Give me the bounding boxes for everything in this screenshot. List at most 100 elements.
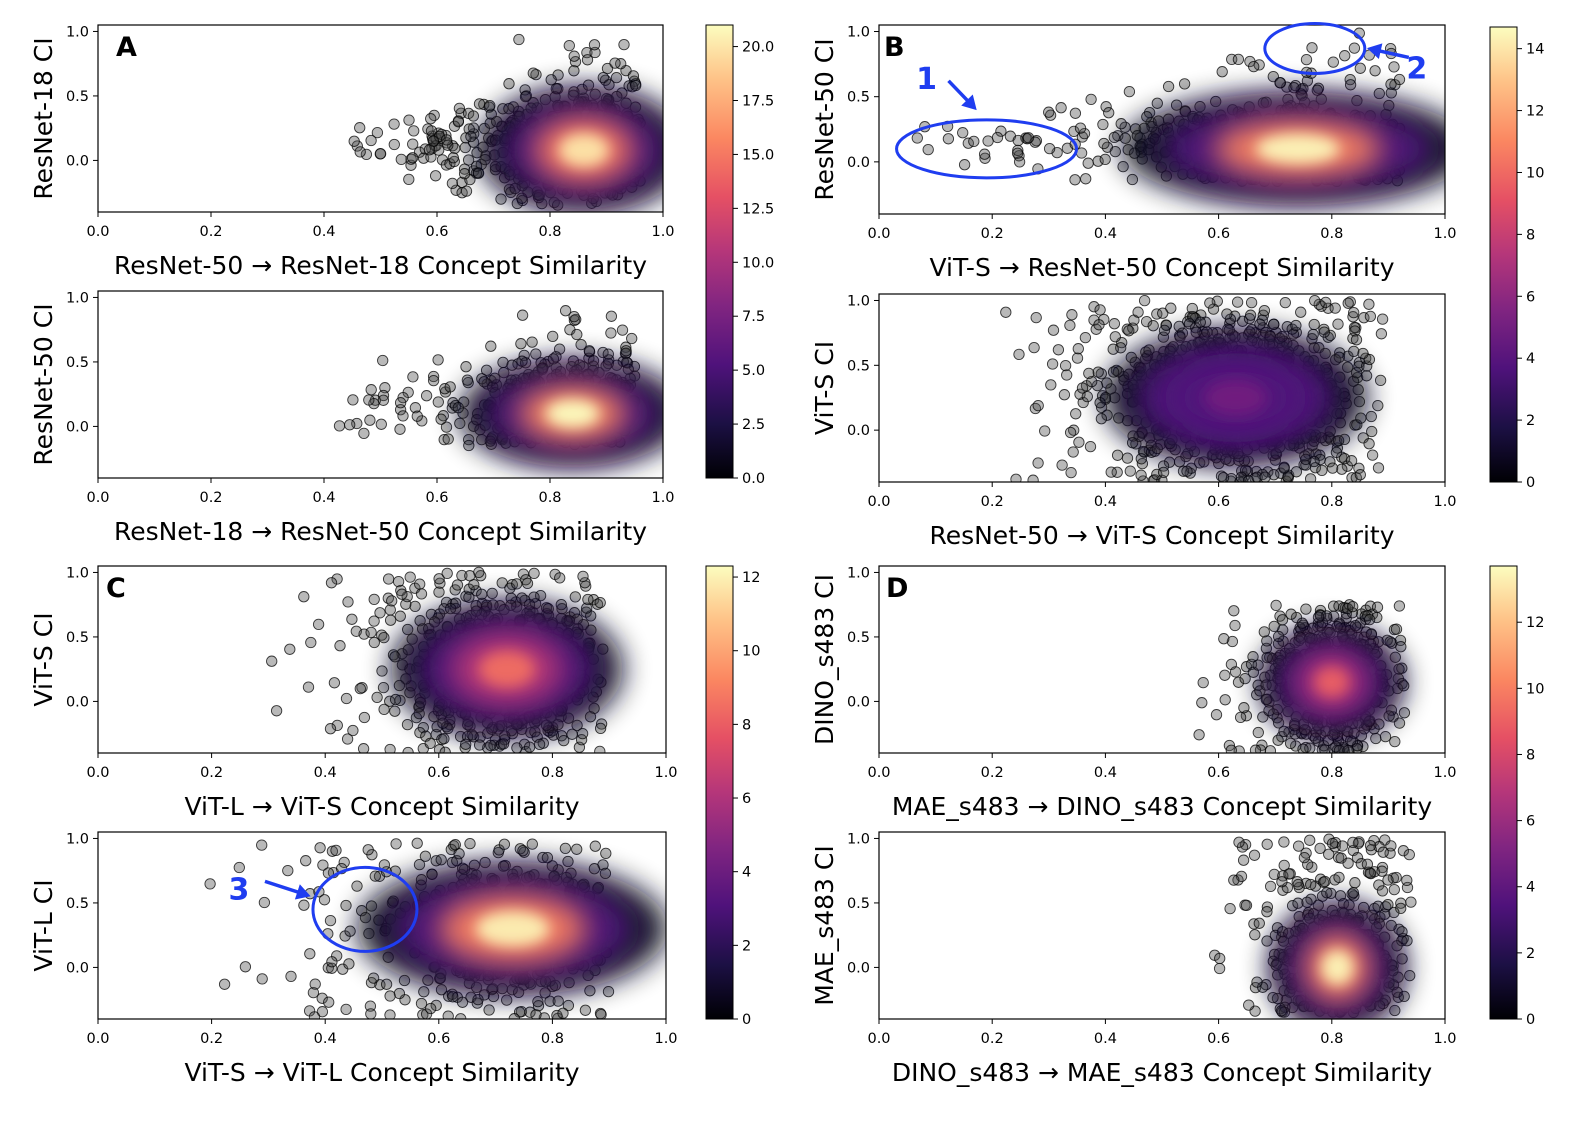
x-tick-label: 0.4 (312, 224, 335, 240)
scatter-point (384, 614, 397, 626)
scatter-point (1278, 725, 1290, 738)
scatter-point (364, 414, 376, 426)
scatter-point (438, 733, 450, 745)
scatter-point (377, 681, 390, 694)
scatter-point (568, 65, 580, 77)
density-heatmap (390, 600, 624, 738)
scatter-point (347, 394, 359, 406)
scatter-point (620, 345, 632, 357)
scatter-point (409, 402, 422, 414)
scatter-point (581, 54, 594, 66)
scatter-point (384, 604, 396, 616)
plot-area (911, 27, 1445, 206)
scatter-point (1370, 732, 1382, 745)
scatter-point (414, 726, 426, 739)
plot-area (333, 305, 663, 468)
x-tick-label: 0.6 (1207, 226, 1230, 242)
x-tick-label: 0.4 (1094, 226, 1117, 242)
scatter-point (256, 973, 268, 985)
scatter-point (407, 371, 419, 383)
scatter-point (1186, 311, 1199, 323)
scatter-point (367, 972, 380, 984)
scatter-point (582, 593, 594, 606)
scatter-point (394, 397, 407, 409)
scatter-point (1181, 465, 1193, 477)
scatter-point (456, 996, 469, 1008)
scatter-point (1306, 42, 1318, 54)
density-heatmap (1259, 626, 1405, 739)
x-axis-label: ViT-S → ViT-L Concept Similarity (184, 1058, 579, 1087)
scatter-point (322, 962, 334, 974)
scatter-point (1329, 302, 1341, 314)
scatter-point (968, 135, 980, 148)
scatter-point (1388, 61, 1400, 73)
scatter-point (1219, 694, 1231, 706)
scatter-point (1231, 296, 1244, 308)
scatter-point (594, 745, 606, 753)
y-tick-label: 0.5 (847, 90, 870, 106)
scatter-point (448, 120, 461, 132)
scatter-point (309, 978, 321, 990)
plot-area (1209, 833, 1417, 1019)
x-tick-label: 1.0 (651, 490, 674, 506)
scatter-point (1371, 601, 1384, 613)
scatter-point (440, 421, 453, 433)
annotation-arrowhead (961, 94, 977, 111)
scatter-point (403, 173, 415, 186)
scatter-point (1183, 318, 1196, 330)
scatter-point (1332, 318, 1344, 330)
x-tick-label: 0.8 (538, 490, 561, 506)
scatter-point (1094, 304, 1106, 316)
scatter-point (1288, 82, 1300, 94)
x-tick-label: 0.2 (200, 765, 223, 781)
y-tick-label: 0.5 (66, 630, 89, 646)
scatter-point (530, 348, 542, 360)
scatter-point (377, 354, 389, 367)
scatter-point (1372, 399, 1384, 412)
y-axis-label: ResNet-18 CI (29, 37, 58, 199)
scatter-point (1071, 352, 1084, 364)
scatter-point (285, 970, 297, 983)
scatter-point (1268, 318, 1280, 331)
scatter-point (1039, 425, 1051, 437)
scatter-point (389, 705, 401, 717)
scatter-point (1278, 462, 1290, 474)
scatter-point (1186, 302, 1198, 315)
scatter-point (1081, 390, 1093, 403)
scatter-point (1046, 358, 1059, 370)
scatter-point (446, 177, 459, 190)
scatter-point (460, 361, 472, 373)
scatter-point (1339, 50, 1351, 62)
scatter-point (1123, 85, 1136, 98)
scatter-point (515, 338, 527, 350)
scatter-point (1395, 902, 1407, 915)
scatter-point (547, 330, 559, 343)
scatter-point (328, 677, 341, 689)
scatter-point (1284, 737, 1297, 750)
y-tick-label: 1.0 (66, 831, 89, 847)
scatter-point (1059, 359, 1072, 372)
scatter-point (1336, 463, 1348, 475)
scatter-point (317, 859, 329, 871)
scatter-point (562, 999, 575, 1012)
x-tick-label: 0.0 (867, 494, 890, 510)
scatter-point (484, 99, 496, 112)
scatter-point (1158, 324, 1171, 337)
scatter-point (424, 737, 436, 750)
scatter-point (354, 122, 366, 134)
scatter-point (1347, 311, 1359, 323)
scatter-point (435, 413, 447, 425)
scatter-point (1236, 315, 1249, 327)
scatter-point (1270, 599, 1282, 612)
scatter-point (1226, 635, 1239, 648)
scatter-point (1085, 93, 1097, 106)
scatter-point (1268, 469, 1280, 481)
scatter-point (340, 899, 352, 912)
scatter-point (270, 705, 283, 717)
scatter-point (358, 628, 370, 640)
scatter-point (429, 170, 442, 182)
scatter-point (1395, 641, 1407, 653)
